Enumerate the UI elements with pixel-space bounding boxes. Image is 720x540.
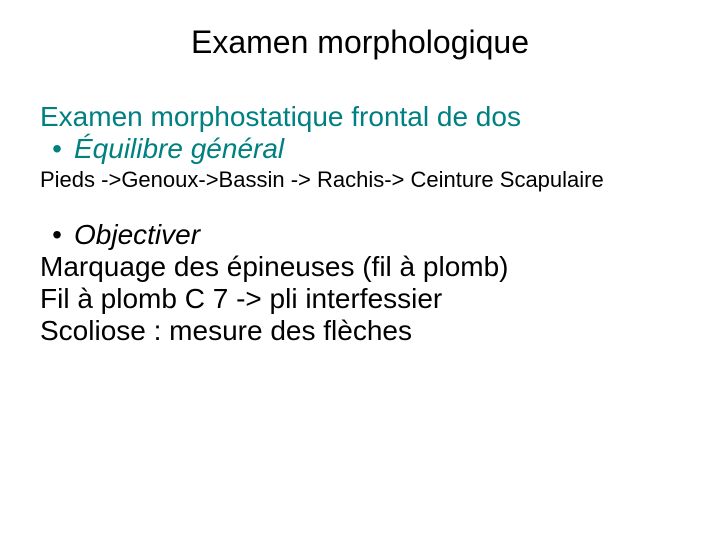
section2-bullet-label: Objectiver bbox=[74, 219, 200, 250]
section2: •Objectiver Marquage des épineuses (fil … bbox=[40, 219, 680, 347]
section1-bullet-label: Équilibre général bbox=[74, 133, 284, 164]
section1-bullet: •Équilibre général bbox=[40, 133, 680, 165]
section2-line1: Marquage des épineuses (fil à plomb) bbox=[40, 251, 680, 283]
section1-heading: Examen morphostatique frontal de dos bbox=[40, 101, 680, 133]
bullet-icon: • bbox=[40, 133, 74, 165]
slide-content: Examen morphostatique frontal de dos •Éq… bbox=[0, 61, 720, 347]
slide: Examen morphologique Examen morphostatiq… bbox=[0, 0, 720, 540]
section2-bullet: •Objectiver bbox=[40, 219, 680, 251]
section2-line2: Fil à plomb C 7 -> pli interfessier bbox=[40, 283, 680, 315]
slide-title: Examen morphologique bbox=[0, 0, 720, 61]
bullet-icon: • bbox=[40, 219, 74, 251]
section1-chain: Pieds ->Genoux->Bassin -> Rachis-> Ceint… bbox=[40, 167, 680, 193]
section2-line3: Scoliose : mesure des flèches bbox=[40, 315, 680, 347]
